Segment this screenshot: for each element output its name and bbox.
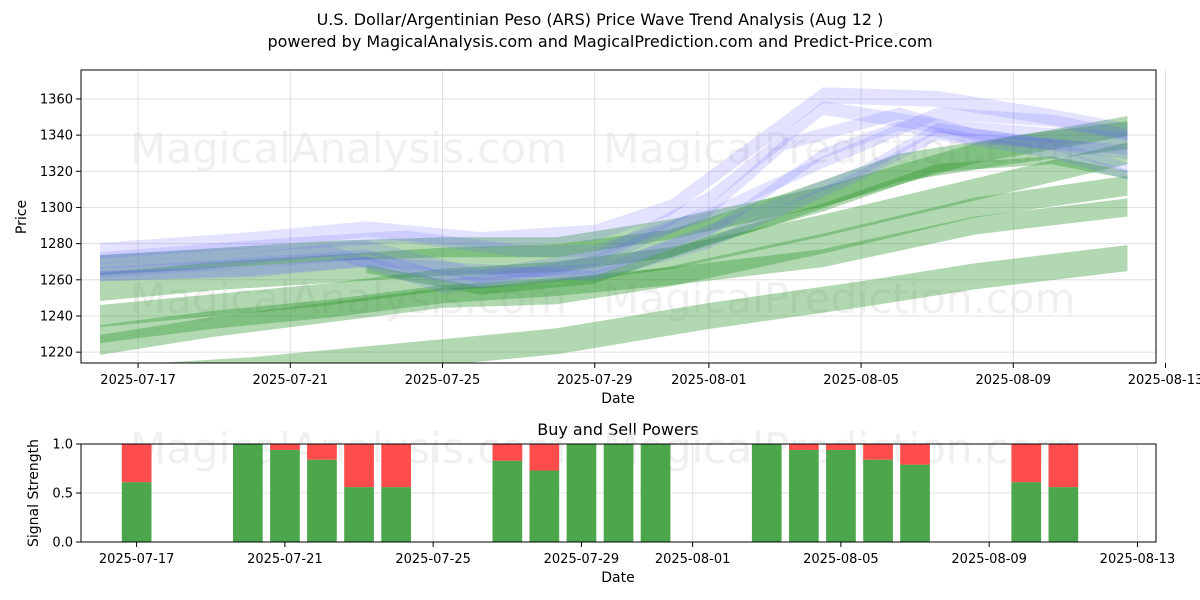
top-y-tick-label: 1340 <box>40 129 73 144</box>
sell-bar <box>1011 444 1042 483</box>
buy-bar <box>566 444 597 542</box>
top-y-tick-label: 1280 <box>40 237 73 252</box>
buy-bar <box>789 449 819 542</box>
bottom-x-tick-label: 2025-07-21 <box>247 552 323 567</box>
green-wave-band <box>100 142 1128 327</box>
watermark-prediction-top: MagicalPrediction.com <box>603 124 1076 173</box>
blue-wave-band <box>100 87 1128 259</box>
top-grid <box>81 70 1167 363</box>
buy-bar <box>1048 487 1079 542</box>
blue-wave-band <box>100 122 1128 289</box>
blue-wave-band <box>100 101 1128 284</box>
sell-bar <box>826 444 856 450</box>
top-x-tick-label: 2025-08-13 <box>1128 373 1200 388</box>
bottom-x-tick-label: 2025-07-29 <box>544 552 620 567</box>
blue-wave-band <box>100 130 1128 282</box>
sell-bar <box>381 444 411 488</box>
top-y-tick-label: 1240 <box>40 309 73 324</box>
top-x-tick-label: 2025-08-05 <box>823 373 899 388</box>
top-y-tick-label: 1220 <box>40 346 73 361</box>
buy-bar <box>1011 482 1042 542</box>
buy-bar <box>603 444 634 542</box>
signal-bars <box>121 444 1079 542</box>
sell-bar <box>121 444 152 483</box>
sell-bar <box>789 444 819 450</box>
bottom-y-axis-label: Signal Strength <box>26 439 42 547</box>
top-x-tick-label: 2025-07-17 <box>100 373 176 388</box>
sell-bar <box>900 444 930 465</box>
top-y-tick-label: 1260 <box>40 273 73 288</box>
bottom-x-tick-label: 2025-07-25 <box>395 552 471 567</box>
top-x-tick-label: 2025-07-21 <box>253 373 329 388</box>
top-plot-frame <box>80 69 1157 364</box>
chart-title-line-2: powered by MagicalAnalysis.com and Magic… <box>267 32 933 51</box>
green-wave-band <box>100 175 1128 355</box>
sell-bar <box>863 444 893 460</box>
watermark-analysis-top: MagicalAnalysis.com <box>130 124 567 173</box>
green-wave-band <box>366 156 1128 295</box>
blue-wave-band <box>100 107 1128 294</box>
watermark-prediction-mid: MagicalPrediction.com <box>603 274 1076 323</box>
top-x-tick-label: 2025-08-09 <box>976 373 1052 388</box>
buy-bar <box>233 444 263 542</box>
bottom-y-tick-label: 0.5 <box>52 487 73 502</box>
green-wave-band <box>155 245 1128 363</box>
top-x-tick-label: 2025-07-25 <box>405 373 481 388</box>
wave-bands <box>100 87 1128 363</box>
bottom-x-tick-label: 2025-08-09 <box>951 552 1027 567</box>
bottom-x-tick-label: 2025-08-05 <box>803 552 879 567</box>
bottom-y-tick-label: 1.0 <box>52 438 73 453</box>
buy-bar <box>529 470 560 542</box>
bottom-x-ticks: 2025-07-17 2025-07-21 2025-07-25 2025-07-29… <box>99 542 1175 567</box>
bottom-x-tick-label: 2025-08-13 <box>1100 552 1176 567</box>
buy-bar <box>863 459 893 542</box>
buy-bar <box>826 449 856 542</box>
buy-bar <box>381 487 411 542</box>
top-x-tick-label: 2025-07-29 <box>557 373 633 388</box>
bottom-y-tick-label: 0.0 <box>52 536 73 551</box>
buy-sell-powers-chart: Buy and Sell Powers MagicalAnalysis.com … <box>26 420 1175 586</box>
top-y-tick-label: 1300 <box>40 201 73 216</box>
watermark-analysis-mid: MagicalAnalysis.com <box>130 274 567 323</box>
blue-wave-band <box>100 121 1128 282</box>
sell-bar <box>529 444 560 471</box>
top-y-tick-label: 1360 <box>40 92 73 107</box>
green-wave-band <box>100 121 1128 301</box>
buy-bar <box>751 444 782 542</box>
buy-bar <box>121 482 152 542</box>
buy-bar <box>307 459 337 542</box>
top-y-axis-label: Price <box>14 200 30 234</box>
top-y-ticks: 1220 1240 1260 1280 1300 1320 1340 1360 <box>40 92 81 361</box>
top-watermarks: MagicalAnalysis.com MagicalPrediction.co… <box>130 124 1076 323</box>
top-x-axis-label: Date <box>601 391 634 407</box>
top-y-tick-label: 1320 <box>40 165 73 180</box>
green-wave-band <box>100 116 1128 276</box>
sell-bar <box>492 444 523 461</box>
bottom-chart-title: Buy and Sell Powers <box>537 420 699 439</box>
green-wave-band <box>100 198 1128 344</box>
bottom-y-ticks: 0.0 0.5 1.0 <box>52 438 81 551</box>
top-x-ticks: 2025-07-17 2025-07-21 2025-07-25 2025-07-29… <box>100 363 1200 388</box>
buy-bar <box>492 460 523 542</box>
top-x-tick-label: 2025-08-01 <box>671 373 747 388</box>
bottom-x-axis-label: Date <box>601 570 634 586</box>
bottom-x-tick-label: 2025-07-17 <box>99 552 175 567</box>
blue-wave-band <box>100 107 1128 265</box>
chart-title-line-1: U.S. Dollar/Argentinian Peso (ARS) Price… <box>316 10 884 29</box>
buy-bar <box>270 449 300 542</box>
sell-bar <box>270 444 300 450</box>
sell-bar <box>307 444 337 460</box>
buy-bar <box>640 444 671 542</box>
sell-bar <box>1048 444 1079 488</box>
sell-bar <box>344 444 374 488</box>
buy-bar <box>344 487 374 542</box>
bottom-x-tick-label: 2025-08-01 <box>655 552 731 567</box>
buy-bar <box>900 464 930 542</box>
price-wave-chart: MagicalAnalysis.com MagicalPrediction.co… <box>14 69 1200 407</box>
